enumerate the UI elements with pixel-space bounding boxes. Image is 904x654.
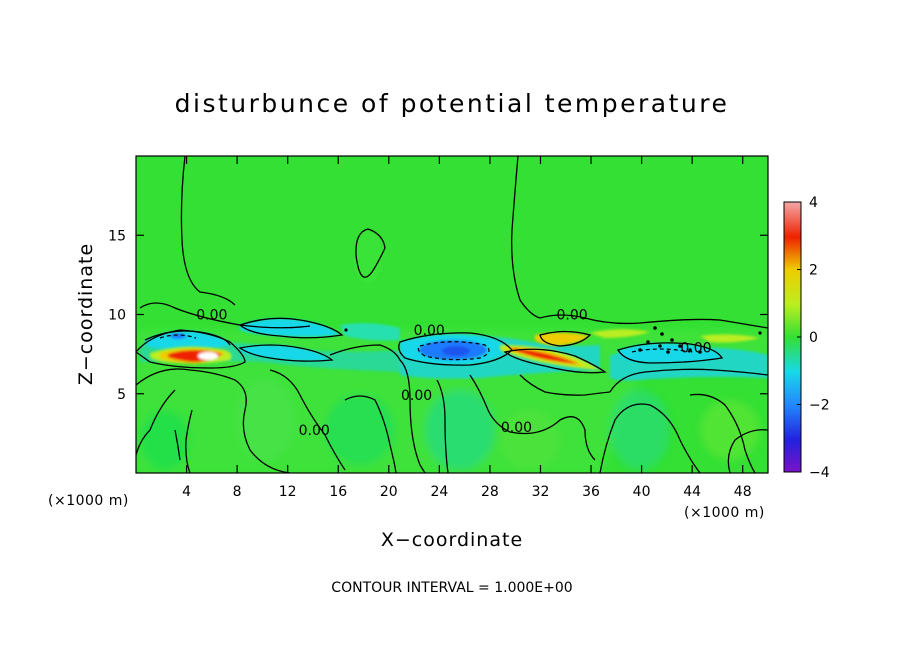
contour-interval-text: CONTOUR INTERVAL = 1.000E+00 — [331, 580, 572, 596]
heatmap-plot-area — [136, 156, 768, 473]
x-tick-label: 40 — [633, 484, 651, 500]
contour-label: 0.00 — [556, 307, 587, 323]
contour-label: 0.00 — [680, 341, 711, 357]
colorbar-tick-label: 0 — [809, 330, 818, 346]
contour-label: 0.00 — [299, 423, 330, 439]
x-tick-label: 24 — [430, 484, 448, 500]
y-tick-label: 5 — [117, 387, 126, 403]
contour-label: 0.00 — [401, 388, 432, 404]
x-tick-label: 48 — [734, 484, 752, 500]
x-tick-label: 28 — [481, 484, 499, 500]
colorbar-tick-label: −4 — [809, 465, 830, 481]
contour-lines — [136, 156, 768, 473]
x-tick-label: 16 — [329, 484, 347, 500]
colorbar-tick-label: −2 — [809, 398, 830, 414]
y-axis-unit-label: (×1000 m) — [48, 493, 129, 509]
y-tick-label: 10 — [108, 308, 126, 324]
y-tick-label: 15 — [108, 228, 126, 244]
colorbar-tick-label: 4 — [809, 195, 818, 211]
warm-anomalies — [150, 329, 760, 370]
chart-title: disturbunce of potential temperature — [175, 89, 730, 118]
x-tick-label: 4 — [182, 484, 191, 500]
x-tick-label: 8 — [233, 484, 242, 500]
x-axis-label: X−coordinate — [381, 529, 523, 551]
negative-contours — [159, 334, 691, 361]
x-tick-label: 12 — [279, 484, 297, 500]
contour-label: 0.00 — [414, 323, 445, 339]
contour-label: 0.00 — [196, 307, 227, 323]
x-tick-label: 36 — [582, 484, 600, 500]
x-tick-label: 44 — [683, 484, 701, 500]
contour-labels: 0.00 0.00 0.00 0.00 0.00 0.00 0.00 — [196, 307, 711, 439]
x-axis-unit-label: (×1000 m) — [684, 505, 765, 521]
colorbar-tick-label: 2 — [809, 263, 818, 279]
x-tick-label: 20 — [380, 484, 398, 500]
y-axis-label: Z−coordinate — [75, 243, 97, 385]
colorbar: 4 2 0 −2 −4 — [783, 195, 830, 481]
x-tick-label: 32 — [532, 484, 550, 500]
dotted-contours — [344, 326, 762, 354]
contour-label: 0.00 — [501, 420, 532, 436]
